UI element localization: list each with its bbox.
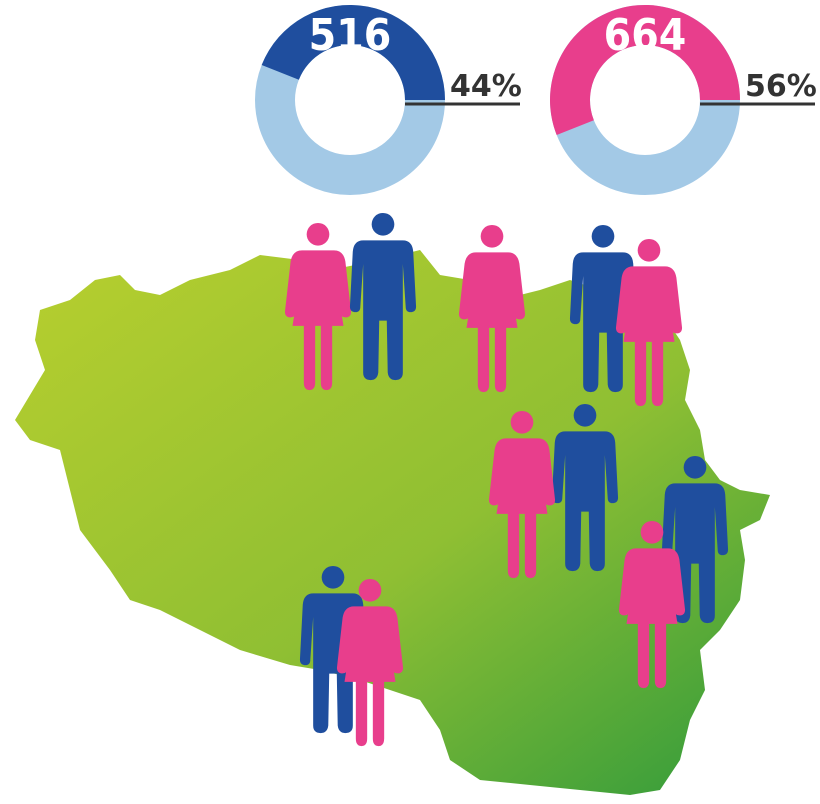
donut-segment [261, 4, 445, 100]
donut-chart: 516 44% [255, 4, 522, 195]
donut-title: 664 [604, 10, 687, 61]
percent-label: 44% [450, 69, 522, 104]
percent-label: 56% [745, 69, 817, 104]
donut-segment [550, 5, 740, 135]
donut-chart: 664 56% [550, 5, 817, 195]
donut-title: 516 [309, 10, 392, 61]
region-map [15, 250, 770, 795]
